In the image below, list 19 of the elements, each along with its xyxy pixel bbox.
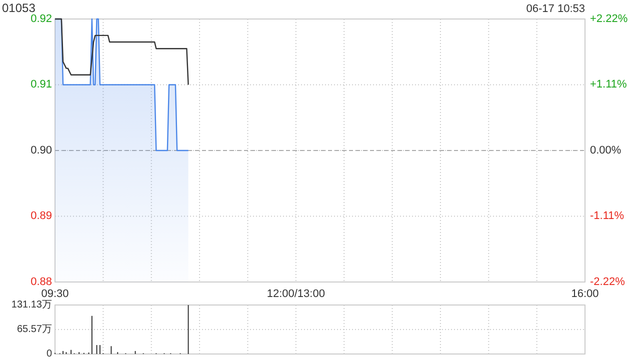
y-tick-label: 0.92: [30, 12, 52, 25]
y-tick-label: 0.91: [30, 78, 52, 91]
y-tick-label: 0.90: [30, 144, 52, 156]
y-tick-label: 131.13万: [11, 300, 52, 311]
x-tick-label: 09:30: [41, 288, 69, 300]
y-tick-label: 65.57万: [16, 324, 52, 336]
line-series: [54, 18, 189, 86]
y-tick-label: 0.89: [30, 210, 52, 222]
y2-tick-label: -1.11%: [590, 210, 624, 222]
x-tick-label: 16:00: [571, 288, 599, 300]
y2-tick-label: 0.00%: [590, 144, 622, 156]
x-tick-label: 12:00/13:00: [266, 288, 325, 300]
text: 06-17 10:53: [526, 3, 585, 15]
chart-title: 01053: [2, 1, 36, 15]
y2-tick-label: +1.11%: [590, 78, 628, 91]
y2-tick-label: -2.22%: [590, 276, 626, 288]
y-tick-label: 0.88: [30, 276, 52, 288]
y-tick-label: 0: [46, 348, 52, 360]
y2-tick-label: +2.22%: [590, 12, 628, 25]
